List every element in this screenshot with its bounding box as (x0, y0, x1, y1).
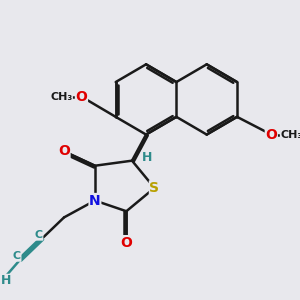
Text: CH₃: CH₃ (280, 130, 300, 140)
Text: O: O (58, 144, 70, 158)
Text: C: C (13, 251, 21, 261)
Text: O: O (76, 90, 87, 104)
Text: O: O (266, 128, 277, 142)
Text: S: S (149, 181, 160, 195)
Text: N: N (89, 194, 101, 208)
Text: H: H (142, 151, 153, 164)
Text: CH₃: CH₃ (50, 92, 72, 102)
Text: O: O (120, 236, 132, 250)
Text: C: C (35, 230, 43, 240)
Text: H: H (0, 274, 11, 287)
